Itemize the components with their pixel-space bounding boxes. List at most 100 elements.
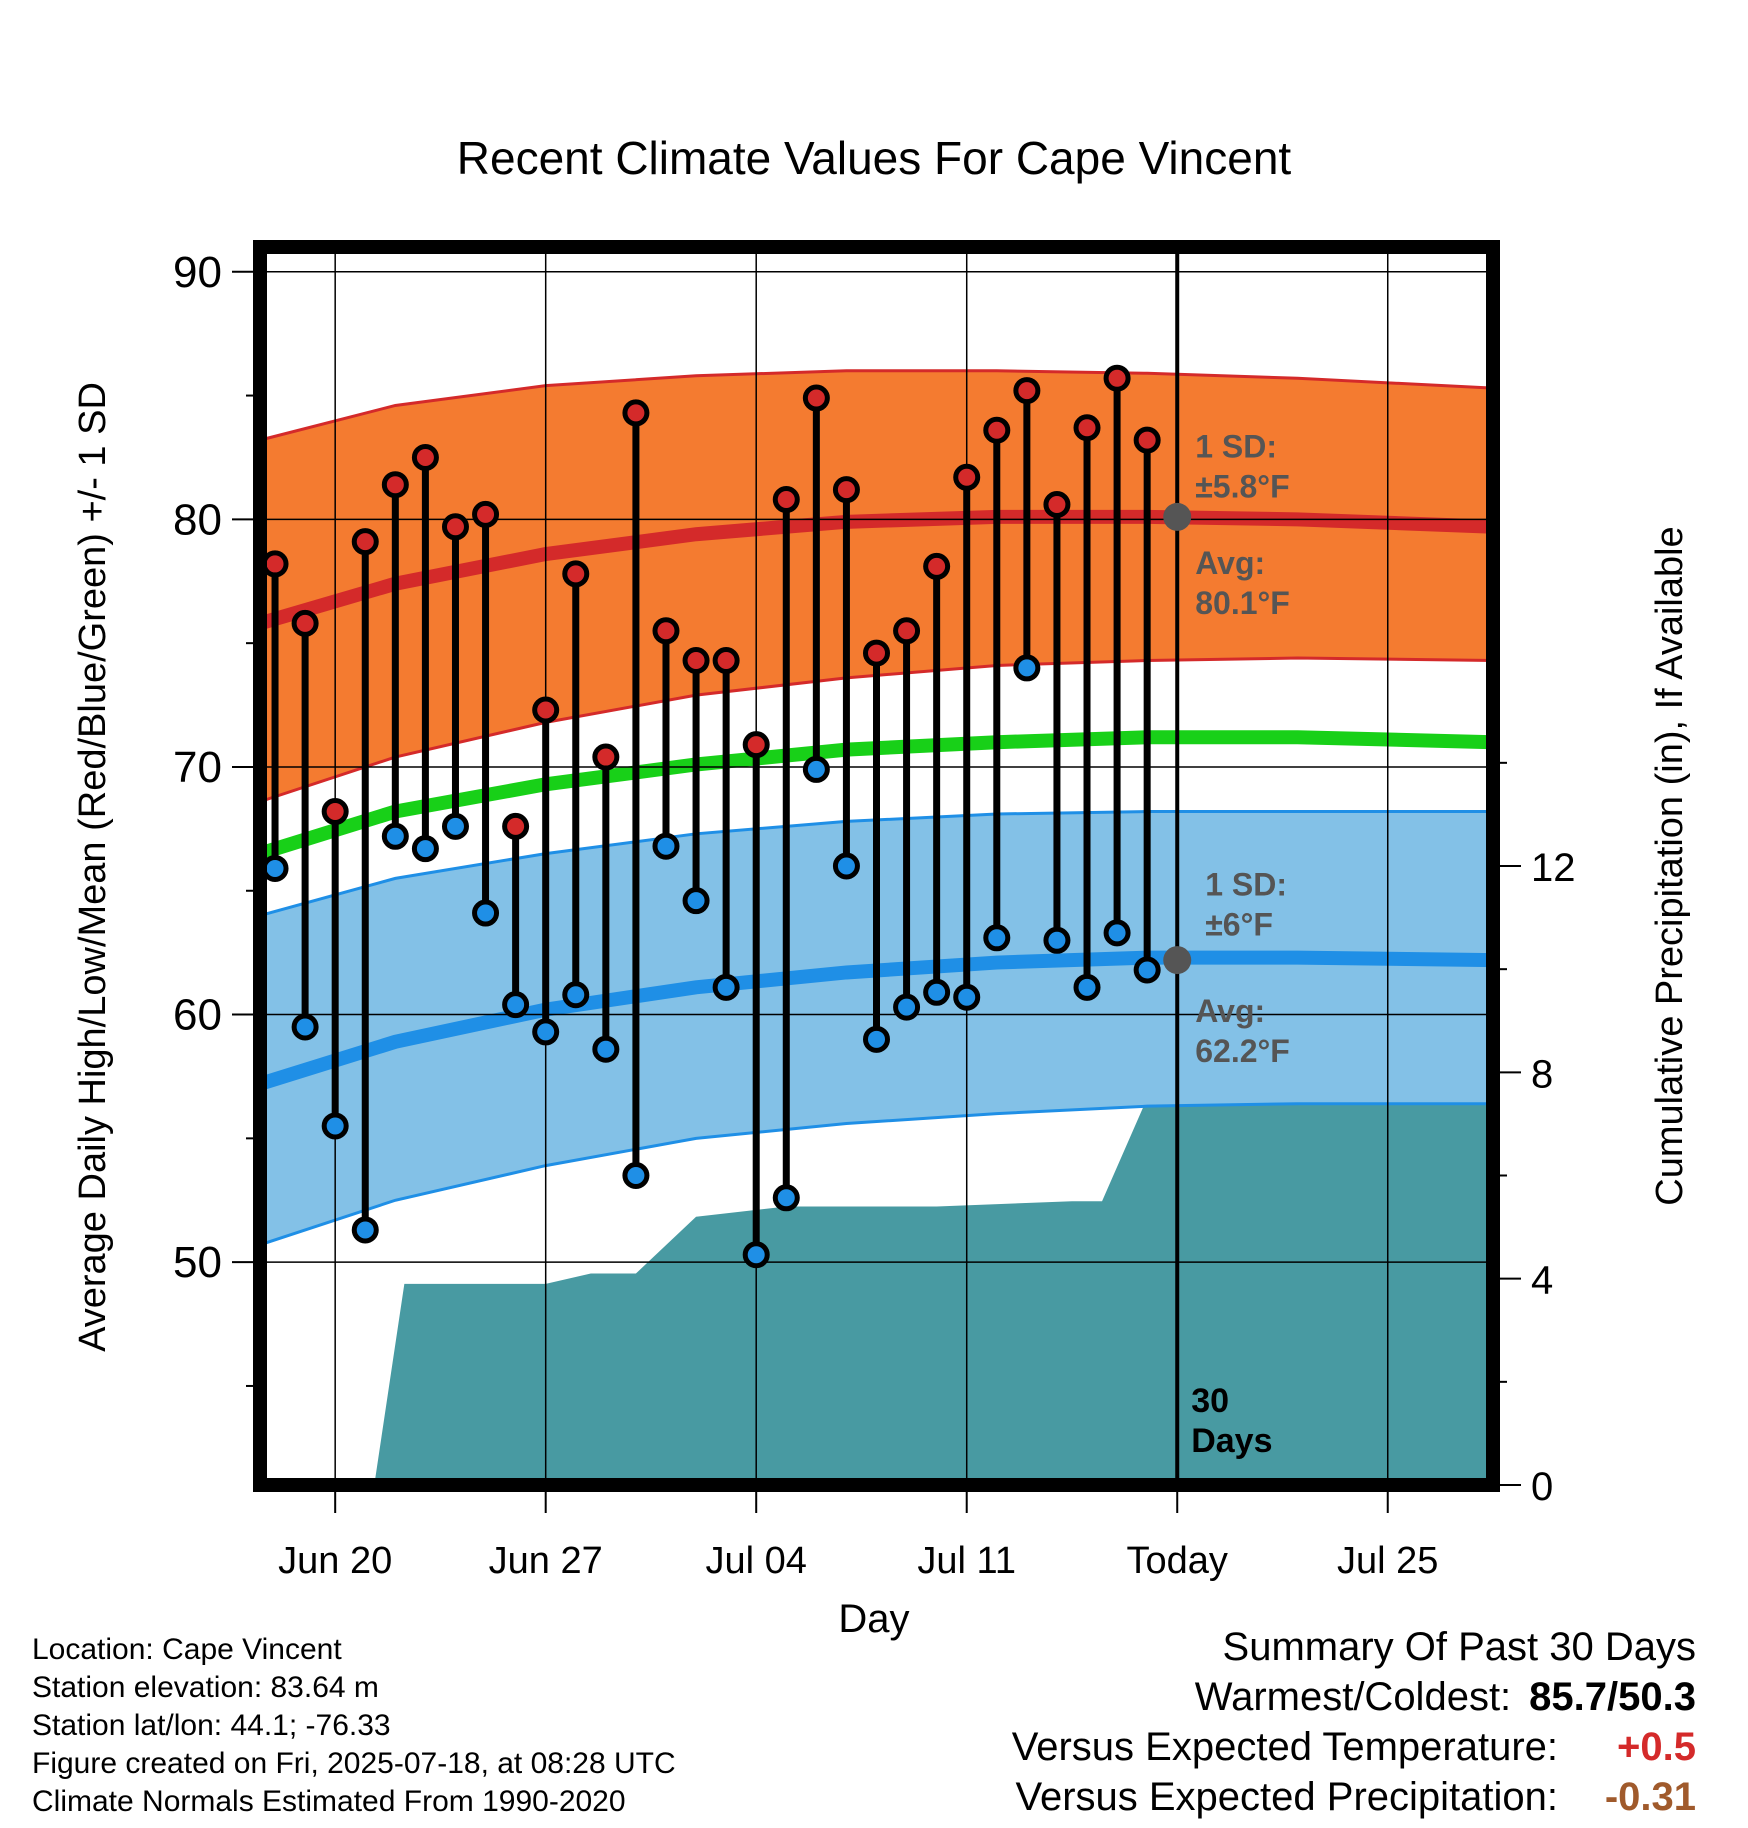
high-point <box>1043 491 1071 519</box>
high-point <box>682 646 710 674</box>
high-point <box>923 552 951 580</box>
x-tick-label: Jul 11 <box>917 1540 1016 1582</box>
y2-tick-label: 8 <box>1531 1052 1553 1096</box>
y2-tick-label: 12 <box>1531 846 1576 890</box>
high-point <box>472 500 500 528</box>
high-point <box>562 560 590 588</box>
high-point <box>592 743 620 771</box>
x-tick-label: Today <box>1127 1540 1228 1582</box>
low-point <box>893 993 921 1021</box>
latlon-text: Station lat/lon: 44.1; -76.33 <box>32 1709 391 1742</box>
high-point <box>622 399 650 427</box>
y-tick-label: 50 <box>173 1238 222 1287</box>
high-point <box>772 486 800 514</box>
x-tick-label: Jun 27 <box>489 1540 603 1582</box>
high-point <box>652 617 680 645</box>
precip-area <box>260 1098 1493 1485</box>
low-point <box>682 887 710 915</box>
created-text: Figure created on Fri, 2025-07-18, at 08… <box>32 1747 676 1780</box>
low-point <box>1133 956 1161 984</box>
low-point <box>772 1184 800 1212</box>
high-sd-band <box>260 370 1493 802</box>
low-point <box>953 983 981 1011</box>
low-point <box>441 812 469 840</box>
y-axis-label: Average Daily High/Low/Mean (Red/Blue/Gr… <box>72 382 114 1352</box>
low-point <box>411 835 439 863</box>
annotation-high-avg: Avg: 80.1°F <box>1195 545 1290 621</box>
low-point <box>802 755 830 783</box>
low-point <box>1073 973 1101 1001</box>
summary-precipitation: Versus Expected Precipitation: -0.31 <box>1015 1775 1696 1820</box>
high-point <box>1013 377 1041 405</box>
high-point <box>983 416 1011 444</box>
y-tick-label: 60 <box>173 991 222 1040</box>
summary-temperature: Versus Expected Temperature: +0.5 <box>1012 1725 1696 1770</box>
summary-heading: Summary Of Past 30 Days <box>1222 1625 1696 1669</box>
low-point <box>261 854 289 882</box>
temp-label: Versus Expected Temperature: <box>1011 1725 1558 1769</box>
low-point <box>532 1018 560 1046</box>
high-sd-band-upper-edge <box>259 369 1494 442</box>
low-point <box>291 1013 319 1041</box>
temp-value: +0.5 <box>1617 1725 1696 1769</box>
low-point <box>863 1025 890 1053</box>
precip-value: -0.31 <box>1604 1775 1696 1819</box>
low-point <box>983 924 1011 952</box>
summary-warmest-coldest: Warmest/Coldest: 85.7/50.3 <box>1195 1675 1696 1720</box>
high-point <box>261 550 289 578</box>
high-point <box>802 384 830 412</box>
annotation-low: 1 SD: ±6°F <box>1205 867 1287 943</box>
low-point <box>1013 654 1041 682</box>
warmest-value: 85.7/50.3 <box>1529 1675 1696 1719</box>
y2-tick-label: 0 <box>1531 1465 1553 1509</box>
annotation-high: 1 SD: ±5.8°F <box>1195 428 1289 504</box>
high-point <box>893 617 921 645</box>
high-point <box>502 812 530 840</box>
high-point <box>441 513 469 541</box>
high-point <box>411 443 439 471</box>
high-point <box>351 528 379 556</box>
high-point <box>863 639 890 667</box>
low-point <box>622 1162 650 1189</box>
high-point <box>291 609 319 637</box>
today-normal-marker <box>1163 502 1192 531</box>
chart-title: Recent Climate Values For Cape Vincent <box>457 132 1292 184</box>
low-point <box>923 978 951 1006</box>
y2-axis-label: Cumulative Precipitation (in), If Availa… <box>1649 526 1691 1205</box>
high-point <box>712 646 740 674</box>
low-point <box>592 1035 620 1063</box>
low-point <box>832 852 860 880</box>
low-point <box>472 899 500 927</box>
high-point <box>321 798 349 826</box>
y-tick-label: 90 <box>173 248 222 297</box>
high-point <box>1103 364 1131 392</box>
low-point <box>1103 919 1131 947</box>
low-sd-band-lower-edge <box>259 1102 1493 1247</box>
high-point <box>532 696 560 724</box>
high-point <box>953 463 981 491</box>
x-axis-label: Day <box>838 1597 909 1641</box>
y-tick-label: 80 <box>173 495 222 544</box>
high-point <box>381 471 409 499</box>
high-point <box>1133 426 1161 454</box>
low-point <box>652 832 680 860</box>
x-tick-label: Jun 20 <box>278 1540 392 1582</box>
location-text: Location: Cape Vincent <box>32 1633 342 1666</box>
today-window-label: 30 Days <box>1191 1382 1272 1460</box>
low-point <box>381 822 409 850</box>
precip-label: Versus Expected Precipitation: <box>1015 1775 1558 1819</box>
warmest-label: Warmest/Coldest: <box>1194 1675 1512 1719</box>
low-point <box>742 1241 770 1269</box>
high-point <box>832 476 860 504</box>
low-point <box>502 991 530 1019</box>
normals-text: Climate Normals Estimated From 1990-2020 <box>32 1785 626 1818</box>
low-point <box>351 1216 379 1244</box>
low-point <box>712 973 740 1001</box>
y-tick-label: 70 <box>173 743 222 792</box>
x-tick-label: Jul 25 <box>1337 1540 1438 1582</box>
today-normal-marker <box>1163 946 1192 975</box>
x-tick-label: Jul 04 <box>706 1540 807 1582</box>
y2-tick-label: 4 <box>1531 1259 1553 1303</box>
annotation-low-avg: Avg: 62.2°F <box>1195 993 1290 1069</box>
